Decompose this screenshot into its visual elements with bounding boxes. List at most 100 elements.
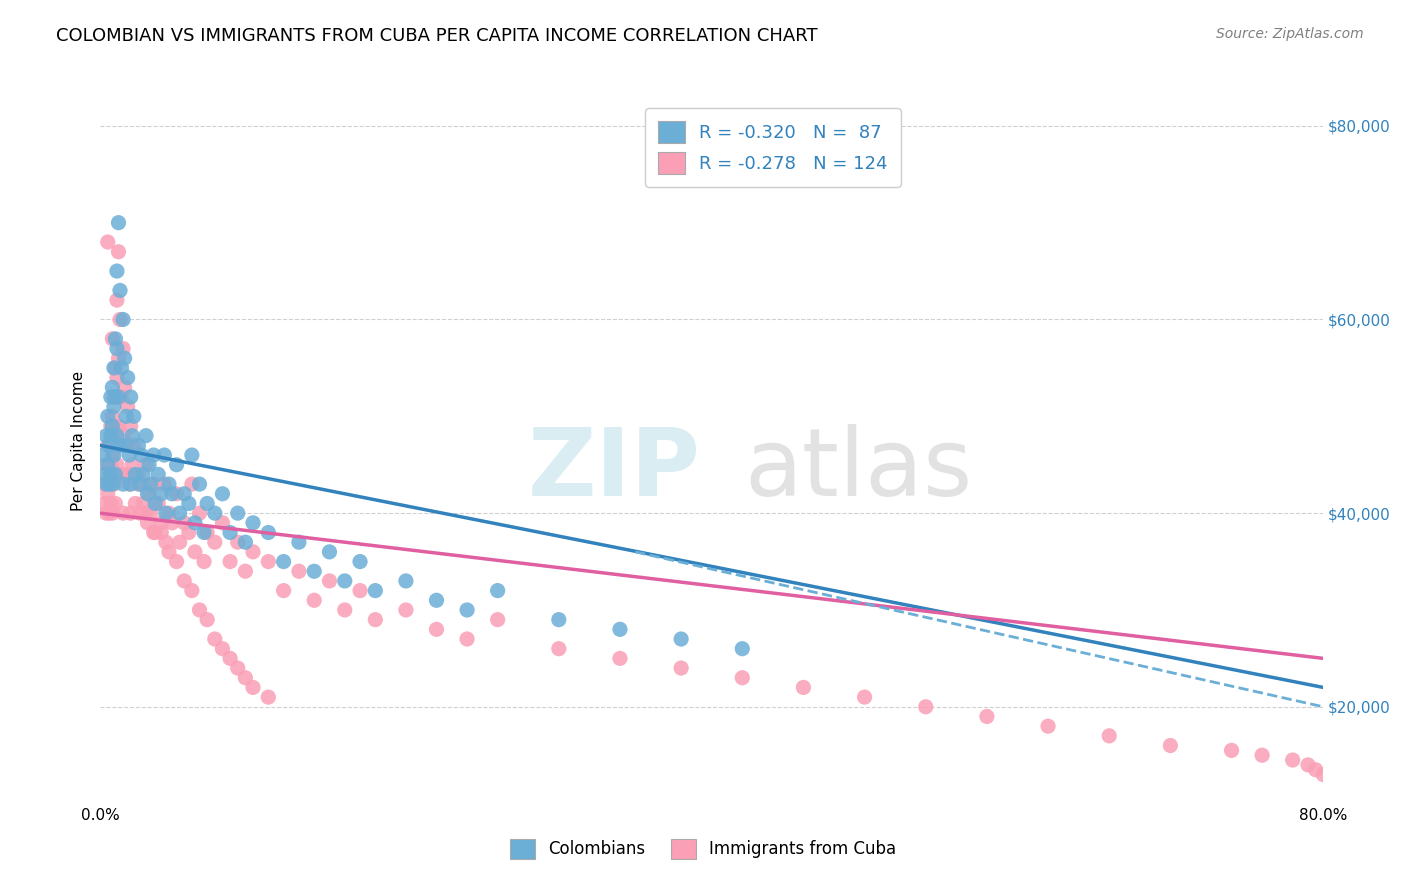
Point [105, 428, 128, 442]
Point [160, 516, 183, 530]
Point [273, 555, 295, 569]
Point [127, 438, 149, 452]
Point [103, 400, 125, 414]
Point [547, 641, 569, 656]
Point [101, 380, 124, 394]
Point [96, 477, 118, 491]
Point [1281, 753, 1303, 767]
Point [108, 312, 131, 326]
Point [169, 535, 191, 549]
Point [101, 419, 124, 434]
Point [103, 390, 125, 404]
Point [219, 651, 242, 665]
Point [731, 641, 754, 656]
Point [333, 603, 356, 617]
Point [669, 661, 692, 675]
Point [112, 312, 135, 326]
Point [104, 390, 127, 404]
Point [98, 506, 121, 520]
Point [96, 428, 118, 442]
Point [107, 419, 129, 434]
Y-axis label: Per Capita Income: Per Capita Income [72, 370, 86, 510]
Point [273, 583, 295, 598]
Point [112, 428, 135, 442]
Point [139, 477, 162, 491]
Point [117, 467, 139, 482]
Point [136, 487, 159, 501]
Point [302, 564, 325, 578]
Point [118, 477, 141, 491]
Point [114, 380, 136, 394]
Point [114, 467, 136, 482]
Point [1305, 763, 1327, 777]
Point [177, 496, 200, 510]
Point [128, 506, 150, 520]
Point [97, 235, 120, 249]
Point [105, 264, 128, 278]
Point [242, 681, 264, 695]
Point [120, 477, 142, 491]
Point [155, 506, 177, 520]
Point [153, 448, 176, 462]
Point [395, 574, 418, 588]
Point [112, 342, 135, 356]
Point [107, 351, 129, 366]
Text: COLOMBIAN VS IMMIGRANTS FROM CUBA PER CAPITA INCOME CORRELATION CHART: COLOMBIAN VS IMMIGRANTS FROM CUBA PER CA… [56, 27, 818, 45]
Point [180, 583, 202, 598]
Point [139, 506, 162, 520]
Point [120, 506, 142, 520]
Point [91, 477, 114, 491]
Point [195, 496, 218, 510]
Point [135, 428, 157, 442]
Point [132, 496, 155, 510]
Point [120, 390, 142, 404]
Point [150, 525, 173, 540]
Point [180, 448, 202, 462]
Point [103, 448, 125, 462]
Point [127, 477, 149, 491]
Legend: Colombians, Immigrants from Cuba: Colombians, Immigrants from Cuba [503, 832, 903, 866]
Point [107, 216, 129, 230]
Point [1296, 757, 1319, 772]
Point [120, 438, 142, 452]
Point [127, 467, 149, 482]
Point [914, 699, 936, 714]
Point [184, 545, 207, 559]
Text: ZIP: ZIP [527, 424, 700, 516]
Point [169, 506, 191, 520]
Point [166, 487, 188, 501]
Point [105, 293, 128, 307]
Point [155, 535, 177, 549]
Point [131, 477, 153, 491]
Point [257, 555, 280, 569]
Point [226, 535, 249, 549]
Point [122, 438, 145, 452]
Point [97, 409, 120, 424]
Point [157, 477, 180, 491]
Point [117, 400, 139, 414]
Point [100, 428, 122, 442]
Point [349, 555, 371, 569]
Point [103, 428, 125, 442]
Point [226, 506, 249, 520]
Point [456, 632, 478, 646]
Point [364, 583, 387, 598]
Point [1220, 743, 1243, 757]
Point [96, 506, 118, 520]
Point [166, 458, 188, 472]
Point [121, 458, 143, 472]
Point [136, 516, 159, 530]
Point [1036, 719, 1059, 733]
Point [242, 516, 264, 530]
Point [115, 409, 138, 424]
Point [142, 477, 165, 491]
Point [98, 438, 121, 452]
Point [160, 487, 183, 501]
Point [110, 390, 132, 404]
Point [91, 448, 114, 462]
Text: Source: ZipAtlas.com: Source: ZipAtlas.com [1216, 27, 1364, 41]
Point [235, 671, 257, 685]
Point [107, 244, 129, 259]
Point [128, 477, 150, 491]
Point [486, 613, 509, 627]
